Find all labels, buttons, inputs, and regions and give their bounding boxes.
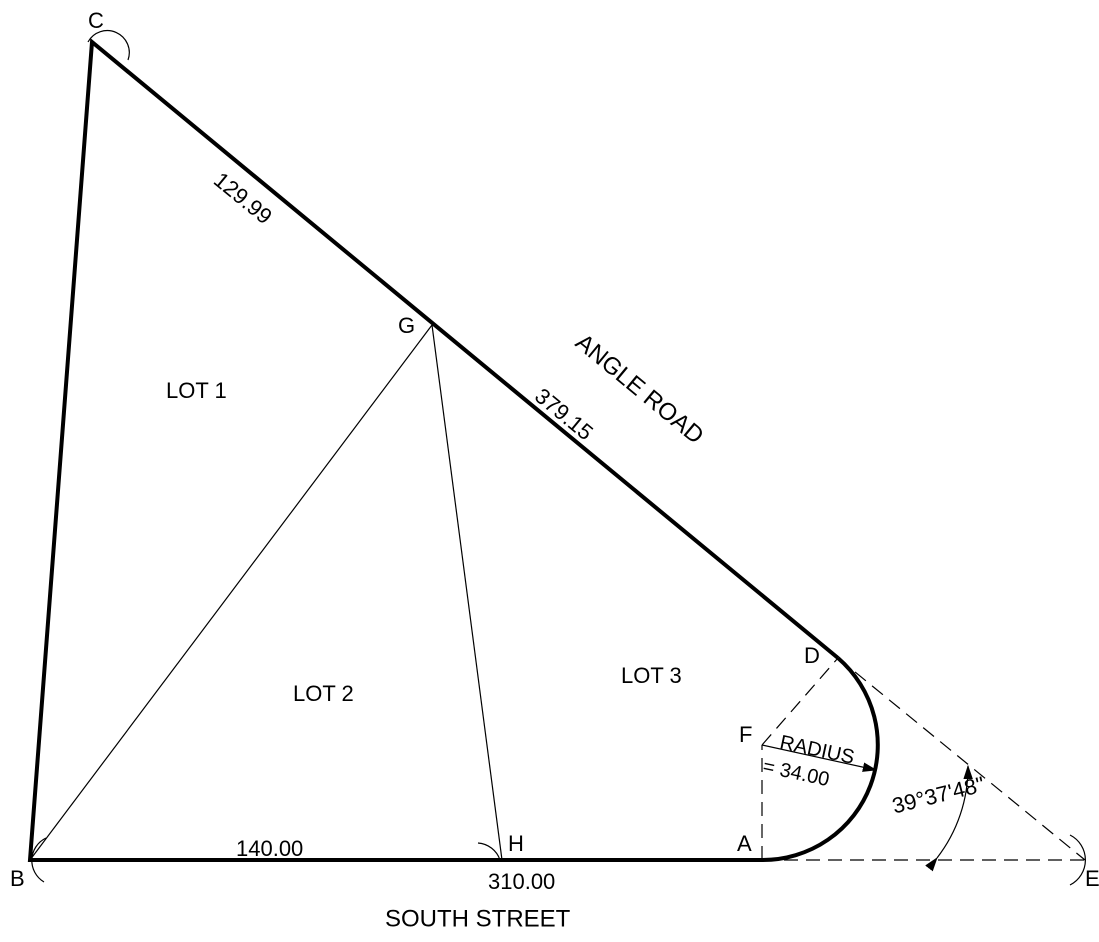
lot-label: LOT 1 <box>166 378 227 403</box>
dimension-label: 129.99 <box>209 167 277 229</box>
point-label: C <box>88 8 104 33</box>
point-label: F <box>739 722 752 747</box>
angle-mark <box>477 842 501 861</box>
line-de <box>837 657 1086 861</box>
angle-mark <box>1069 834 1086 886</box>
point-label: D <box>804 643 820 668</box>
lot-label: LOT 3 <box>621 663 682 688</box>
angle-dimension <box>925 764 973 872</box>
line-gh <box>431 324 503 861</box>
point-label: E <box>1085 866 1099 891</box>
angle-mark <box>31 837 47 883</box>
curve <box>761 656 880 863</box>
lot-label: LOT 2 <box>293 681 354 706</box>
lot-boundary <box>27 38 840 862</box>
street-label: SOUTH STREET <box>385 905 571 932</box>
line-bg <box>29 324 433 861</box>
angle-mark <box>87 29 130 61</box>
line-fd <box>761 657 839 746</box>
dimension-label: 310.00 <box>488 869 555 894</box>
point-label: G <box>398 313 415 338</box>
radius-arrow <box>761 744 878 772</box>
point-label: A <box>737 831 752 856</box>
point-label: B <box>10 866 25 891</box>
angle-label: 39°37'48" <box>890 771 987 818</box>
dimension-label: 140.00 <box>236 836 303 861</box>
point-label: H <box>508 831 524 856</box>
